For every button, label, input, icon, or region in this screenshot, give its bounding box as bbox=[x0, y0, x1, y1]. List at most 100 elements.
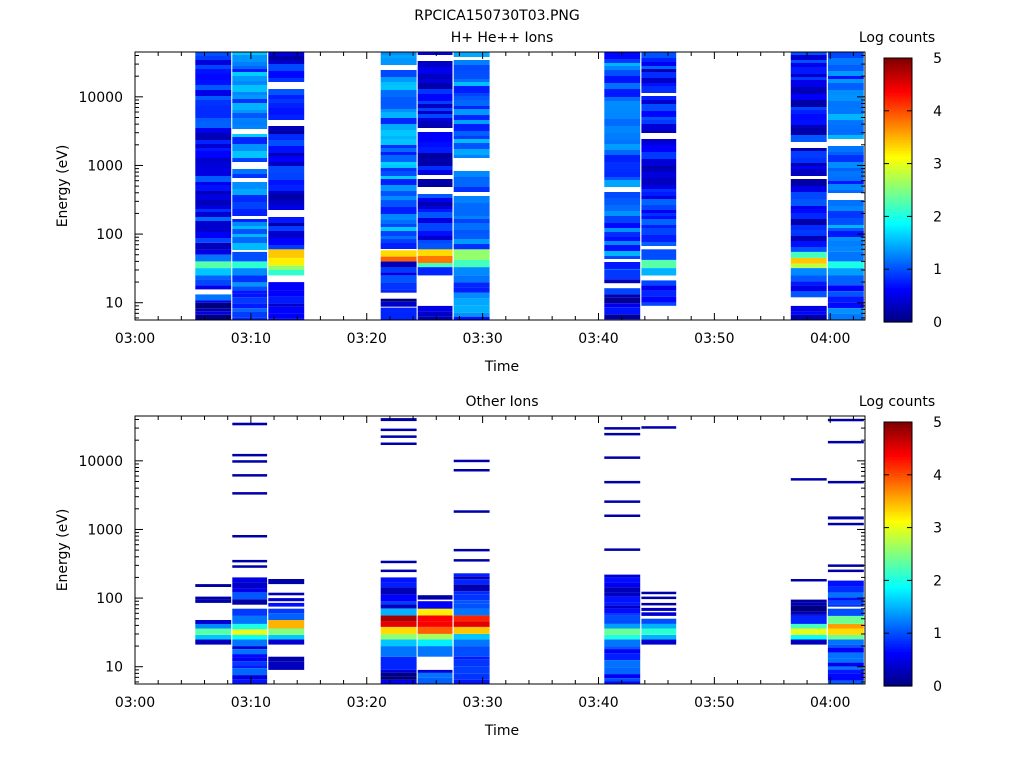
energy-bin bbox=[195, 584, 232, 587]
energy-bin bbox=[195, 191, 232, 194]
colorbar-swatch bbox=[884, 58, 912, 62]
energy-bin bbox=[195, 90, 232, 96]
colorbar-swatch bbox=[884, 166, 912, 170]
energy-bin bbox=[417, 646, 453, 657]
colorbar-swatch bbox=[884, 429, 912, 434]
colorbar-swatch bbox=[884, 174, 912, 178]
energy-bin bbox=[453, 249, 490, 260]
energy-bin bbox=[195, 158, 232, 162]
colorbar-tick-label: 1 bbox=[933, 262, 942, 278]
energy-bin bbox=[195, 194, 232, 200]
energy-bin bbox=[453, 559, 490, 562]
colorbar-swatch bbox=[884, 102, 912, 107]
energy-bin bbox=[195, 151, 232, 158]
energy-bin bbox=[232, 303, 268, 309]
energy-bin bbox=[604, 646, 641, 650]
energy-bin bbox=[827, 152, 864, 155]
energy-bin bbox=[380, 267, 417, 273]
colorbar-swatch bbox=[884, 614, 912, 618]
energy-bin bbox=[790, 158, 827, 163]
colorbar-swatch bbox=[884, 134, 912, 138]
energy-bin bbox=[604, 63, 641, 66]
energy-bin bbox=[827, 615, 864, 624]
energy-bin bbox=[453, 591, 490, 595]
energy-bin bbox=[268, 245, 305, 250]
energy-bin bbox=[268, 282, 305, 291]
energy-bin bbox=[453, 259, 490, 268]
colorbar-swatch bbox=[884, 469, 912, 473]
energy-bin bbox=[195, 279, 232, 286]
x-tick-label: 03:10 bbox=[231, 331, 271, 347]
energy-bin bbox=[641, 185, 677, 189]
energy-bin bbox=[268, 56, 305, 60]
colorbar-swatch bbox=[884, 656, 912, 661]
colorbar-swatch bbox=[884, 274, 912, 278]
energy-bin bbox=[604, 237, 641, 241]
energy-bin bbox=[380, 185, 417, 191]
energy-bin bbox=[380, 152, 417, 155]
energy-bin bbox=[380, 165, 417, 168]
colorbar-swatch bbox=[884, 609, 912, 613]
energy-bin bbox=[827, 184, 864, 190]
energy-bin bbox=[604, 635, 641, 640]
energy-bin bbox=[827, 658, 864, 663]
colorbar-swatch bbox=[884, 567, 912, 571]
energy-bin bbox=[641, 591, 677, 595]
energy-bin bbox=[195, 65, 232, 69]
energy-bin bbox=[195, 311, 232, 315]
energy-bin bbox=[453, 70, 490, 74]
energy-bin bbox=[453, 510, 490, 513]
energy-bin bbox=[827, 308, 864, 314]
energy-bin bbox=[453, 312, 490, 317]
energy-bin bbox=[417, 121, 453, 125]
energy-bin bbox=[268, 185, 305, 191]
energy-bin bbox=[380, 58, 417, 65]
data-column bbox=[827, 418, 864, 684]
energy-bin bbox=[417, 142, 453, 147]
energy-bin bbox=[641, 100, 677, 104]
energy-bin bbox=[380, 639, 417, 647]
energy-bin bbox=[604, 681, 641, 684]
colorbar-swatch bbox=[884, 453, 912, 457]
energy-bin bbox=[268, 608, 305, 614]
energy-bin bbox=[453, 584, 490, 592]
energy-bin bbox=[641, 52, 677, 58]
colorbar-swatch bbox=[884, 253, 912, 257]
colorbar-swatch bbox=[884, 213, 912, 217]
y-tick-label: 1000 bbox=[87, 522, 123, 538]
colorbar-swatch bbox=[884, 261, 912, 265]
energy-bin bbox=[641, 249, 677, 260]
energy-bin bbox=[417, 316, 453, 320]
colorbar-swatch bbox=[884, 63, 912, 67]
energy-bin bbox=[827, 168, 864, 171]
energy-bin bbox=[604, 548, 641, 551]
energy-bin bbox=[453, 603, 490, 609]
colorbar-swatch bbox=[884, 432, 912, 436]
colorbar-swatch bbox=[884, 672, 912, 677]
energy-bin bbox=[790, 602, 827, 606]
energy-bin bbox=[417, 243, 453, 250]
energy-bin bbox=[232, 174, 268, 178]
energy-bin bbox=[604, 615, 641, 624]
energy-bin bbox=[380, 85, 417, 90]
energy-bin bbox=[827, 647, 864, 653]
colorbar-swatch bbox=[884, 601, 912, 605]
energy-bin bbox=[268, 623, 305, 629]
energy-bin bbox=[790, 230, 827, 233]
energy-bin bbox=[827, 608, 864, 616]
energy-bin bbox=[417, 153, 453, 158]
energy-bin bbox=[453, 594, 490, 601]
energy-bin bbox=[268, 620, 305, 624]
energy-bin bbox=[827, 251, 864, 262]
energy-bin bbox=[380, 196, 417, 200]
colorbar-swatch bbox=[884, 490, 912, 494]
colorbar-swatch bbox=[884, 593, 912, 597]
energy-bin bbox=[604, 162, 641, 169]
energy-bin bbox=[453, 136, 490, 139]
energy-bin bbox=[604, 66, 641, 70]
x-tick-label: 03:00 bbox=[115, 331, 155, 347]
energy-bin bbox=[604, 52, 641, 59]
energy-bin bbox=[453, 305, 490, 313]
energy-bin bbox=[641, 225, 677, 228]
energy-bin bbox=[827, 228, 864, 231]
